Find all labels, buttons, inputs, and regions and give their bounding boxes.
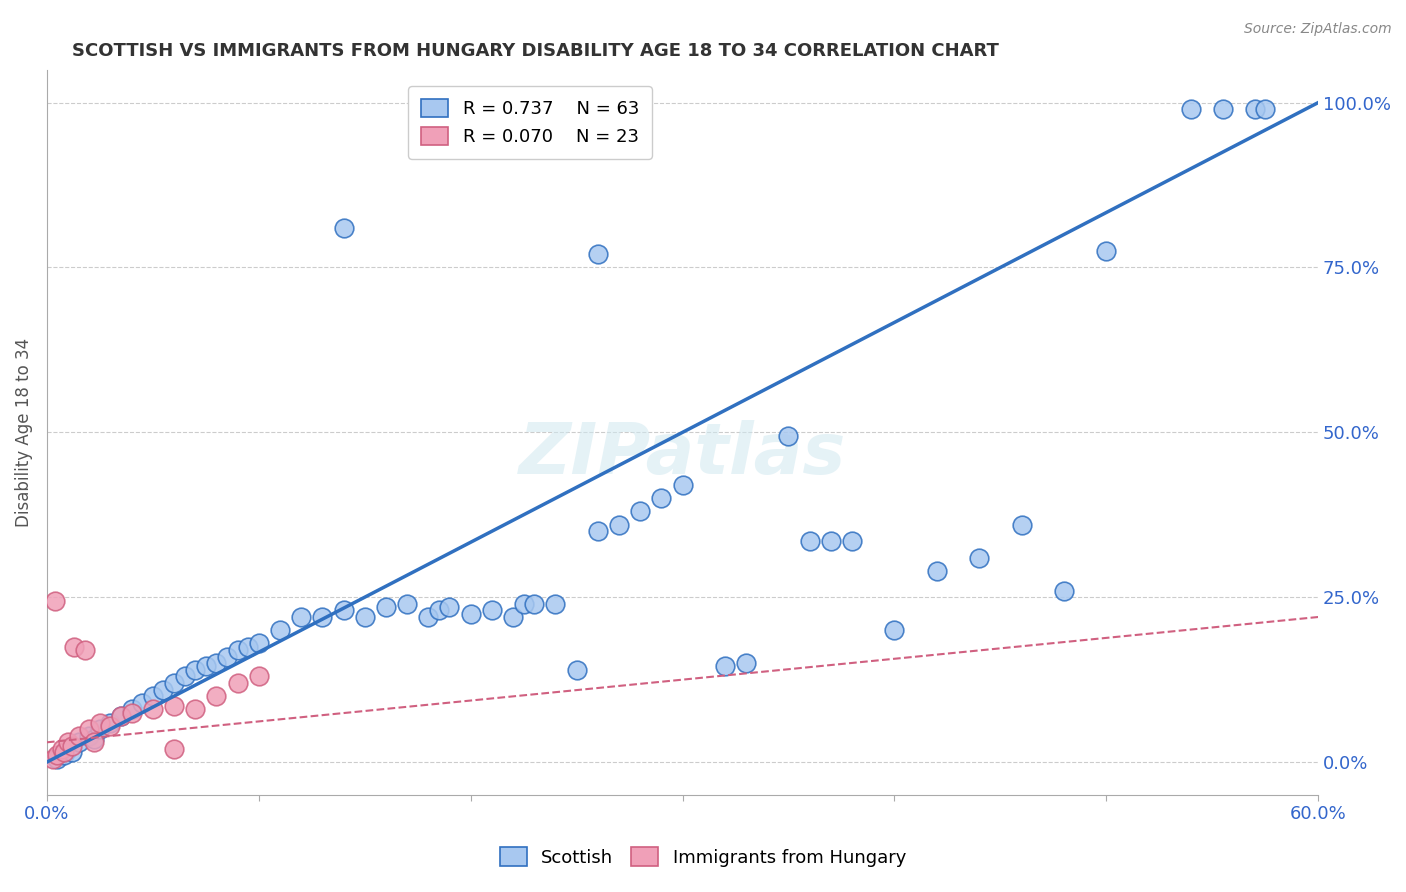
Immigrants from Hungary [142,702,165,716]
Text: ZIPatlas: ZIPatlas [519,419,846,489]
Scottish [121,702,143,716]
Immigrants from Hungary [77,722,100,736]
Scottish [512,597,534,611]
Scottish [1254,102,1277,116]
Scottish [841,534,863,549]
Scottish [142,689,165,703]
Text: SCOTTISH VS IMMIGRANTS FROM HUNGARY DISABILITY AGE 18 TO 34 CORRELATION CHART: SCOTTISH VS IMMIGRANTS FROM HUNGARY DISA… [72,42,1000,60]
Scottish [205,656,228,670]
Scottish [883,623,905,637]
Scottish [481,603,503,617]
Scottish [77,729,100,743]
Immigrants from Hungary [89,715,111,730]
Scottish [565,663,588,677]
Immigrants from Hungary [184,702,207,716]
Y-axis label: Disability Age 18 to 34: Disability Age 18 to 34 [15,338,32,527]
Scottish [67,735,90,749]
Scottish [269,623,291,637]
Scottish [628,504,651,518]
Immigrants from Hungary [205,689,228,703]
Scottish [100,715,122,730]
Scottish [460,607,482,621]
Legend: R = 0.737    N = 63, R = 0.070    N = 23: R = 0.737 N = 63, R = 0.070 N = 23 [408,86,651,159]
Scottish [83,731,105,746]
Immigrants from Hungary [163,742,186,756]
Immigrants from Hungary [100,719,122,733]
Scottish [820,534,842,549]
Scottish [1095,244,1118,258]
Legend: Scottish, Immigrants from Hungary: Scottish, Immigrants from Hungary [492,840,914,874]
Immigrants from Hungary [163,699,186,714]
Immigrants from Hungary [46,748,69,763]
Scottish [544,597,567,611]
Scottish [215,649,238,664]
Scottish [238,640,260,654]
Scottish [374,600,396,615]
Text: Source: ZipAtlas.com: Source: ZipAtlas.com [1244,22,1392,37]
Immigrants from Hungary [247,669,270,683]
Immigrants from Hungary [51,742,73,756]
Scottish [89,722,111,736]
Scottish [650,491,672,506]
Immigrants from Hungary [121,706,143,720]
Immigrants from Hungary [60,739,83,753]
Immigrants from Hungary [44,593,66,607]
Scottish [799,534,821,549]
Immigrants from Hungary [56,735,79,749]
Scottish [1180,102,1202,116]
Scottish [925,564,948,578]
Scottish [967,550,990,565]
Scottish [56,742,79,756]
Scottish [714,659,737,673]
Scottish [152,682,174,697]
Scottish [110,709,132,723]
Scottish [332,603,354,617]
Scottish [1011,517,1033,532]
Scottish [1053,583,1076,598]
Scottish [439,600,461,615]
Immigrants from Hungary [67,729,90,743]
Scottish [247,636,270,650]
Scottish [173,669,195,683]
Scottish [778,428,800,442]
Immigrants from Hungary [110,709,132,723]
Immigrants from Hungary [83,735,105,749]
Scottish [60,745,83,759]
Scottish [586,524,609,539]
Scottish [671,478,693,492]
Scottish [523,597,546,611]
Scottish [396,597,419,611]
Scottish [163,676,186,690]
Scottish [1212,102,1234,116]
Immigrants from Hungary [73,643,96,657]
Scottish [1243,102,1265,116]
Scottish [418,610,440,624]
Scottish [586,247,609,261]
Immigrants from Hungary [63,640,86,654]
Scottish [353,610,375,624]
Scottish [311,610,333,624]
Scottish [607,517,630,532]
Scottish [735,656,758,670]
Scottish [184,663,207,677]
Scottish [46,752,69,766]
Scottish [226,643,249,657]
Scottish [52,748,75,763]
Immigrants from Hungary [52,745,75,759]
Scottish [194,659,217,673]
Scottish [502,610,524,624]
Scottish [290,610,312,624]
Scottish [332,221,354,235]
Scottish [427,603,450,617]
Immigrants from Hungary [226,676,249,690]
Scottish [131,696,153,710]
Immigrants from Hungary [42,752,65,766]
